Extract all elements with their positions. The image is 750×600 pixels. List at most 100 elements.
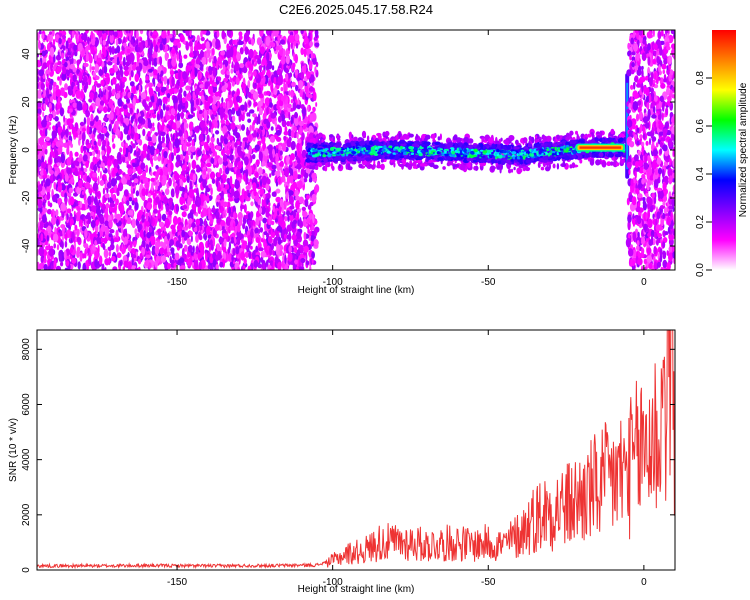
heatmap-cell — [111, 255, 116, 262]
heatmap-cell — [139, 37, 143, 42]
heatmap-cell — [190, 145, 196, 153]
heatmap-cell — [269, 173, 272, 178]
heatmap-cell — [223, 138, 228, 145]
heatmap-cell — [312, 106, 316, 113]
heatmap-cell — [92, 71, 97, 78]
heatmap-cell — [86, 116, 91, 126]
heatmap-cell — [150, 95, 155, 103]
heatmap-cell — [294, 189, 299, 198]
heatmap-cell — [165, 205, 170, 212]
heatmap-cell — [60, 133, 64, 139]
heatmap-cell — [41, 119, 47, 128]
heatmap-cell — [302, 91, 306, 100]
heatmap-cell — [185, 41, 189, 51]
heatmap-cell — [43, 168, 46, 176]
heatmap-cell — [92, 245, 96, 251]
heatmap-cell — [261, 160, 266, 167]
heatmap-cell — [61, 240, 64, 250]
heatmap-cell — [198, 133, 204, 143]
heatmap-cell — [68, 187, 74, 194]
heatmap-cell — [310, 31, 313, 41]
heatmap-cell — [140, 153, 144, 163]
heatmap-cell — [159, 241, 164, 247]
heatmap-cell — [59, 107, 64, 117]
heatmap-cell — [81, 132, 86, 142]
heatmap-cell — [171, 76, 175, 87]
heatmap-cell — [42, 98, 45, 103]
heatmap-cell — [56, 156, 62, 165]
heatmap-cell — [179, 178, 182, 186]
heatmap-cell — [113, 158, 118, 169]
heatmap-cell — [178, 58, 183, 64]
heatmap-cell — [154, 94, 157, 104]
heatmap-cell — [191, 256, 195, 261]
heatmap-cell — [192, 222, 196, 228]
heatmap-cell — [150, 215, 153, 225]
heatmap-cell — [139, 252, 143, 260]
heatmap-cell — [104, 258, 110, 266]
heatmap-cell — [131, 143, 136, 149]
heatmap-cell — [134, 30, 137, 38]
heatmap-cell — [89, 105, 93, 113]
heatmap-cell — [48, 102, 52, 109]
heatmap-cell — [275, 188, 281, 194]
heatmap-cell — [117, 72, 121, 81]
heatmap-cell — [299, 89, 303, 98]
heatmap-cell — [314, 184, 320, 193]
heatmap-cell — [117, 151, 122, 161]
heatmap-cell — [148, 227, 153, 233]
heatmap-cell — [147, 130, 151, 137]
heatmap-cell — [66, 147, 70, 155]
heatmap-cell — [56, 162, 61, 167]
heatmap-cell — [150, 171, 153, 177]
heatmap-cell — [231, 61, 234, 69]
heatmap-cell — [172, 134, 175, 141]
heatmap-cell — [198, 231, 202, 239]
heatmap-cell — [289, 175, 294, 184]
heatmap-cell — [48, 248, 55, 257]
heatmap-cell — [299, 220, 303, 227]
heatmap-cell — [168, 197, 173, 207]
heatmap-cell — [248, 63, 254, 70]
heatmap-cell — [255, 237, 261, 243]
heatmap-cell — [111, 134, 116, 139]
heatmap-cell — [52, 194, 57, 203]
heatmap-cell — [181, 229, 186, 238]
heatmap-cell — [145, 254, 151, 259]
heatmap-cell — [261, 198, 264, 208]
heatmap-cell — [94, 240, 97, 246]
heatmap-cell — [97, 138, 102, 147]
heatmap-cell — [76, 59, 80, 66]
heatmap-cell — [73, 44, 78, 51]
heatmap-cell — [279, 162, 283, 167]
heatmap-cell — [293, 247, 298, 254]
heatmap-cell — [63, 115, 66, 123]
heatmap-cell — [57, 178, 61, 187]
heatmap-cell — [232, 131, 239, 136]
heatmap-cell — [145, 39, 148, 48]
heatmap-cell — [160, 86, 165, 93]
heatmap-cell — [303, 49, 307, 58]
heatmap-cell — [226, 100, 230, 110]
heatmap-cell — [128, 197, 133, 202]
heatmap-cell — [156, 113, 160, 122]
heatmap-cell — [166, 233, 170, 240]
heatmap-cell — [229, 226, 235, 231]
heatmap-cell — [154, 149, 157, 155]
heatmap-cell — [132, 187, 136, 194]
heatmap-cell — [230, 46, 234, 56]
heatmap-cell — [261, 57, 267, 66]
heatmap-cell — [182, 142, 187, 152]
heatmap-cell — [97, 127, 101, 134]
heatmap-cell — [195, 234, 199, 243]
heatmap-cell — [138, 95, 142, 103]
heatmap-cell — [72, 102, 78, 108]
heatmap-cell — [170, 142, 173, 152]
heatmap-cell — [237, 266, 240, 270]
heatmap-cell — [156, 83, 162, 88]
heatmap-cell — [89, 63, 92, 73]
heatmap-cell — [93, 140, 97, 146]
heatmap-cell — [157, 72, 160, 83]
heatmap-cell — [46, 73, 49, 80]
heatmap-cell — [166, 137, 168, 146]
